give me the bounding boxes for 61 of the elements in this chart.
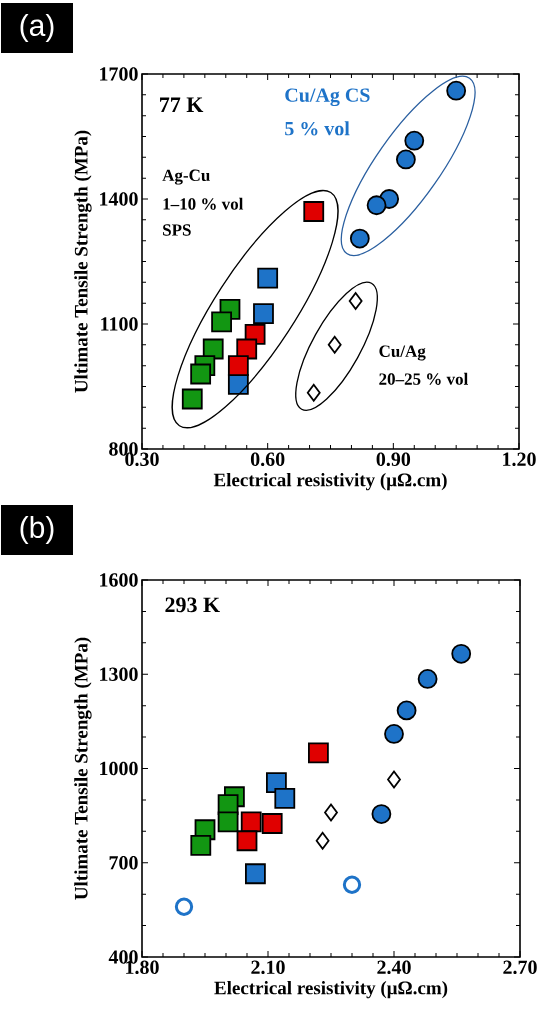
point [348,292,363,310]
point [327,335,342,354]
point [303,201,325,222]
y-axis-title: Ultimate Tensile Strength (MPa) [74,637,92,900]
point [227,355,249,377]
annotation: 77 K [160,97,204,112]
point [324,803,338,822]
point [174,897,194,916]
point [236,830,258,852]
y-tick-label: 1300 [100,667,138,681]
point [315,831,330,850]
point [261,813,283,834]
annotation: Ag-Cu [162,169,210,185]
y-tick-label: 1700 [100,67,138,81]
y-axis-title: Ultimate Tensile Strength (MPa) [74,130,92,393]
y-tick-label: 1400 [100,192,138,206]
point [396,700,417,721]
x-tick-label: 2.40 [377,960,411,975]
annotation: 20–25 % vol [379,372,468,385]
point [349,228,370,249]
point [306,383,321,402]
point [245,863,266,885]
annotation: 1–10 % vol [163,197,244,210]
point [190,835,212,856]
point [387,770,401,789]
y-tick-label: 1000 [100,761,138,776]
y-tick-label: 700 [109,856,138,870]
point [417,669,438,689]
x-tick-label: 1.20 [503,452,536,467]
annotation: Cu/Ag CS [285,88,370,107]
point [211,311,232,333]
x-tick-label: 0.90 [376,452,411,467]
x-tick-label: 2.10 [251,960,285,975]
point [240,811,262,833]
y-tick-label: 1100 [101,317,138,331]
point [404,130,425,151]
x-axis-title: Electrical resistivity (μΩ.cm) [214,980,448,999]
point [217,811,239,833]
x-axis-title: Electrical resistivity (μΩ.cm) [213,472,447,491]
point [253,303,274,324]
point [257,267,279,289]
point [451,643,472,664]
x-tick-label: 0.60 [250,452,285,467]
point [181,388,203,410]
point [371,804,392,824]
x-tick-label: 2.70 [503,960,537,975]
point [342,875,362,894]
chart-title: (b) [20,516,54,544]
annotation: SPS [163,224,191,236]
y-tick-label: 1600 [100,573,138,587]
point [384,724,404,744]
chart-title: (a) [20,14,54,42]
point [308,742,329,764]
annotation: Cu/Ag [379,345,426,361]
annotation: 293 K [165,597,220,613]
annotation: 5 % vol [285,121,350,136]
point [446,80,467,101]
point [274,787,296,809]
point [366,195,387,216]
point [190,363,212,385]
point [396,149,416,170]
